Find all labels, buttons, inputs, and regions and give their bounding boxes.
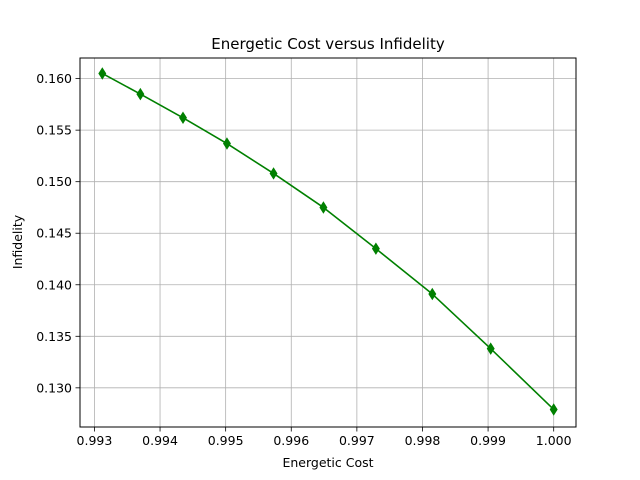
data-point: [269, 167, 278, 180]
x-tick-label: 0.993: [77, 433, 113, 448]
y-tick-label: 0.150: [36, 174, 72, 189]
series-layer: [98, 67, 558, 416]
x-tick-label: 0.998: [405, 433, 441, 448]
y-axis-ticks: 0.130 0.135 0.140 0.145 0.150 0.155 0.160: [36, 71, 80, 395]
y-tick-label: 0.140: [36, 277, 72, 292]
x-tick-label: 1.000: [536, 433, 572, 448]
x-tick-label: 0.999: [470, 433, 506, 448]
data-point: [319, 201, 328, 214]
data-point: [222, 137, 231, 150]
data-point: [371, 242, 380, 255]
x-tick-label: 0.996: [273, 433, 309, 448]
grid-lines: [80, 58, 576, 427]
x-tick-label: 0.997: [339, 433, 375, 448]
x-tick-label: 0.994: [142, 433, 178, 448]
x-axis-ticks: 0.993 0.994 0.995 0.996 0.997 0.998 0.999 1.000: [77, 427, 572, 448]
series-line: [101, 72, 555, 411]
plot-area-frame: [79, 57, 577, 428]
y-tick-label: 0.130: [36, 380, 72, 395]
y-tick-label: 0.155: [36, 123, 72, 138]
x-axis-label: Energetic Cost: [282, 455, 373, 470]
chart-title: Energetic Cost versus Infidelity: [211, 35, 445, 53]
data-point: [98, 67, 107, 80]
y-axis-label: Infidelity: [10, 214, 25, 269]
y-tick-label: 0.160: [36, 71, 72, 86]
y-tick-label: 0.135: [36, 329, 72, 344]
x-tick-label: 0.995: [208, 433, 244, 448]
data-point: [549, 403, 558, 416]
data-point: [136, 87, 145, 101]
data-point: [179, 111, 187, 125]
y-tick-label: 0.145: [36, 226, 72, 241]
data-point: [428, 287, 437, 301]
data-point: [486, 342, 495, 355]
